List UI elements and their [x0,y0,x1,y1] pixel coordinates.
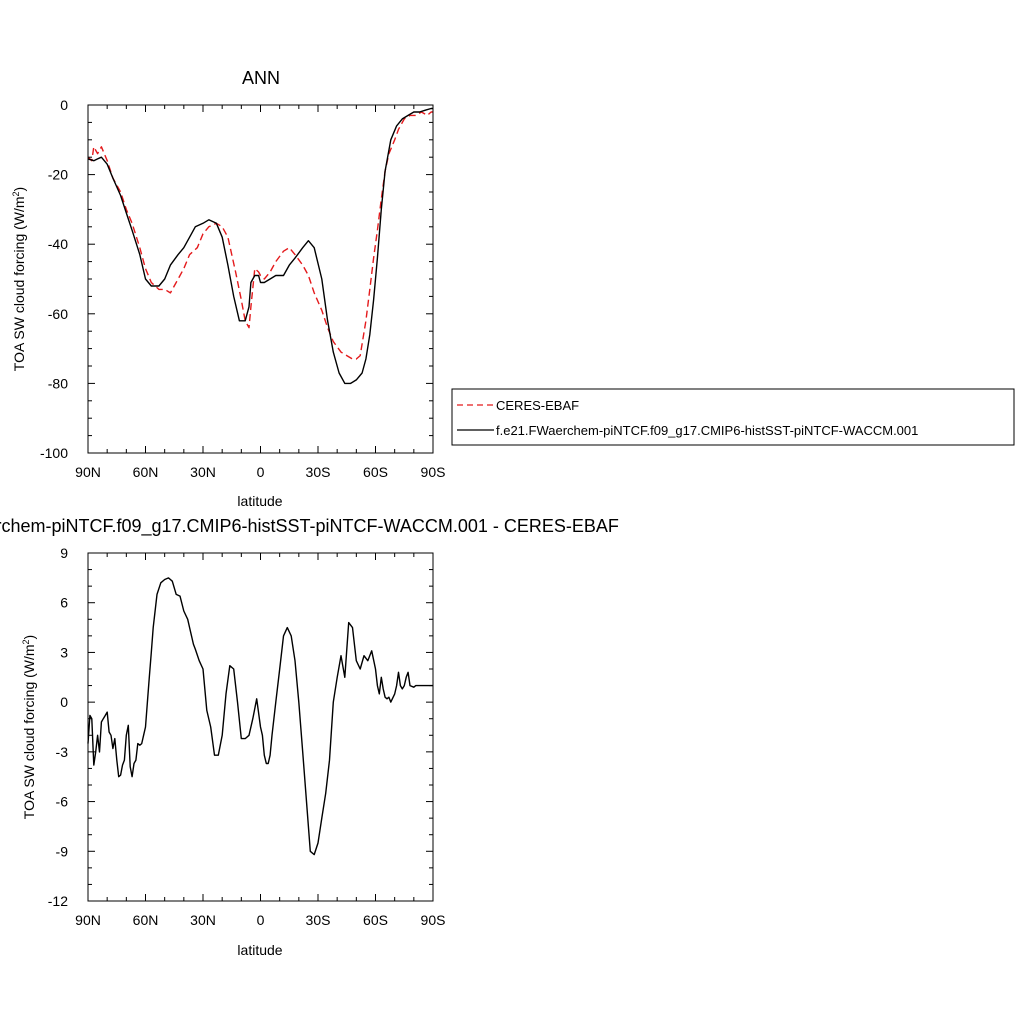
panel1-x-tick-label: 60S [363,464,388,480]
panel1-axes: 90N 60N 30N 0 30S 60S 90S 0 -20 -40 -60 -80 -100 [40,97,445,480]
panel1-x-tick-label: 0 [257,464,265,480]
legend-label-ceres: CERES-EBAF [496,398,579,413]
panel2-y-tick-label: 9 [60,545,68,561]
panel2-y-tick-label: -3 [56,744,69,760]
panel2-series-layer [87,577,433,856]
panel1-x-tick-label: 60N [133,464,159,480]
panel1-title: ANN [242,68,280,88]
panel2-x-tick-label: 90N [75,912,101,928]
panel1-y-tick-label: -100 [40,445,68,461]
panel1-y-tick-label: -80 [48,375,68,391]
panel1-legend: CERES-EBAF f.e21.FWaerchem-piNTCF.f09_g1… [451,388,1015,446]
panel2-y-tick-label: 3 [60,644,68,660]
panel2-y-axis-label: TOA SW cloud forcing (W/m2) [21,635,37,819]
panel2-series-line-0 [87,577,433,856]
legend-frame [451,388,1015,446]
panel1-plot-frame [87,104,434,454]
panel2-y-tick-label: 6 [60,595,68,611]
panel2-x-tick-label: 60N [133,912,159,928]
panel2-y-tick-label: 0 [60,694,68,710]
panel2-x-tick-label: 90S [421,912,446,928]
panel1-x-tick-label: 90S [421,464,446,480]
panel1-y-tick-label: -40 [48,236,68,252]
panel1-y-tick-label: -60 [48,306,68,322]
panel1-y-axis-label: TOA SW cloud forcing (W/m2) [11,187,27,371]
panel2-y-tick-label: -12 [48,893,68,909]
panel-difference: f.e21.FWaerchem-piNTCF.f09_g17.CMIP6-his… [0,516,619,958]
panel2-x-tick-label: 30N [190,912,216,928]
panel2-x-tick-label: 0 [257,912,265,928]
panel1-x-tick-label: 90N [75,464,101,480]
panel2-title: f.e21.FWaerchem-piNTCF.f09_g17.CMIP6-his… [0,516,619,537]
panel2-x-tick-label: 30S [306,912,331,928]
panel1-series-line-0 [87,111,433,360]
panel2-y-tick-label: -9 [56,843,69,859]
panel1-x-tick-label: 30N [190,464,216,480]
panel-annual-mean: ANN 90N 60N 30N 0 30S 60S 90S 0 -20 -40 -60 -80 -100… [11,68,1015,509]
panel2-y-tick-label: -6 [56,794,69,810]
panel2-axes: 90N 60N 30N 0 30S 60S 90S 9 6 3 0 -3 -6 -9 -12 [48,545,446,928]
panel1-series-layer [87,107,433,385]
legend-label-model: f.e21.FWaerchem-piNTCF.f09_g17.CMIP6-his… [496,423,918,438]
panel1-x-tick-label: 30S [306,464,331,480]
panel2-x-axis-label: latitude [237,942,282,958]
panel1-y-tick-label: -20 [48,167,68,183]
panel1-series-line-1 [87,107,433,385]
panel1-x-axis-label: latitude [237,493,282,509]
panel1-y-tick-label: 0 [60,97,68,113]
panel2-x-tick-label: 60S [363,912,388,928]
